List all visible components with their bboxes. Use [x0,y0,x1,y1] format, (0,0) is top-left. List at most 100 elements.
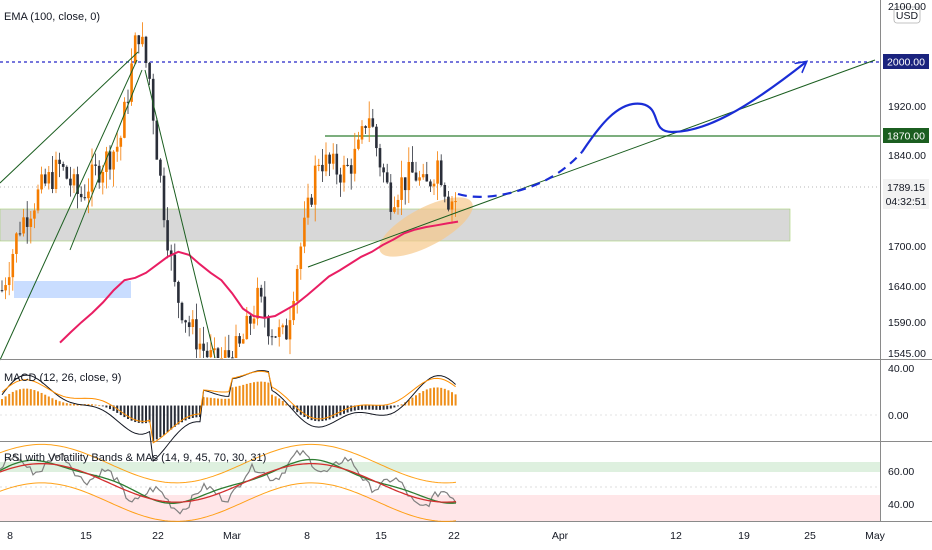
rsi-pane[interactable]: RSI with Volatility Bands & MAs (14, 9, … [0,443,880,522]
macd-bar [278,398,281,406]
candle-body [299,246,303,269]
macd-bar [397,405,399,407]
candle-body [195,319,198,350]
candle-body [382,167,385,173]
price-pane[interactable]: EMA (100, close, 0) [0,11,880,361]
candle-body [238,336,241,344]
candle-body [231,357,234,359]
macd-bar [73,404,75,406]
macd-bar [263,381,266,406]
candle-body [58,159,61,164]
candle-body [346,164,349,166]
candle-body [259,287,263,297]
candle-body [11,253,15,278]
candle-body [375,126,378,149]
candle-body [450,201,454,210]
trendline-left-rising-3 [69,69,143,251]
price-axis[interactable]: USD 2100.00 1920.00 1840.00 1700.00 1640… [883,1,929,511]
macd-histogram [1,381,457,442]
macd-bar [422,391,425,406]
macd-bar [184,405,187,421]
candle-body [414,172,418,181]
candle-body [396,199,400,208]
macd-bar [33,390,36,406]
price-tick: 1920.00 [888,101,926,113]
macd-bar [177,405,180,425]
candle-body [281,325,285,328]
candle-body [166,220,169,251]
macd-bar [440,387,443,406]
candle-body [191,319,195,328]
candle-body [22,217,25,234]
macd-bar [371,405,374,410]
rsi-ma-slow [0,462,457,503]
rsi-upper-band [0,443,457,484]
macd-bar [379,405,381,410]
candle-body [105,151,108,172]
macd-bar [328,405,331,420]
candle-body [303,217,306,247]
candle-body [83,197,87,199]
time-axis[interactable]: 8 15 22 Mar 8 15 22 Apr 12 19 25 May [7,530,886,542]
macd-bar [335,405,338,417]
candle-body [371,118,375,127]
macd-bar [123,405,126,418]
candle-body [155,120,159,160]
macd-bar [29,389,32,406]
macd-bar [224,398,227,406]
candle-body [202,343,205,351]
macd-bar [332,405,335,419]
candle-body [306,197,310,218]
rsi-lower-band [0,482,457,522]
macd-bar [11,391,14,406]
candles [0,22,457,360]
rsi-tick: 60.00 [888,466,914,478]
level-1870-badge [883,128,929,143]
macd-bar [137,405,140,423]
macd-bar [166,405,169,433]
macd-bar [58,401,61,406]
macd-bar [415,395,417,406]
candle-body [205,350,209,358]
candle-body [119,137,123,147]
candle-body [418,177,421,181]
candle-body [277,327,281,337]
macd-bar [65,403,68,406]
currency-badge[interactable] [893,6,921,24]
macd-bar [141,405,144,424]
candle-body [331,153,335,164]
candle-body [173,254,177,282]
candle-body [108,151,112,170]
macd-bar [55,399,57,406]
macd-bar [206,397,209,406]
macd-tick: 0.00 [888,410,909,422]
macd-pane[interactable]: MACD (12, 26, close, 9) [0,369,880,463]
candle-body [411,161,414,173]
candle-body [54,159,58,190]
candle-body [439,160,443,186]
price-tick: 1640.00 [888,281,926,293]
candle-body [159,159,162,176]
macd-bar [321,405,324,422]
candle-body [407,161,411,191]
macd-bar [389,405,392,409]
trendline-falling [144,69,216,359]
macd-bar [155,405,158,440]
candle-body [112,151,115,170]
macd-bar [361,405,363,410]
macd-bar [109,405,111,410]
macd-bar [339,405,342,416]
candle-body [252,318,256,324]
countdown-label: 04:32:51 [886,196,927,208]
candle-body [169,250,173,255]
macd-bar [289,405,291,407]
candle-body [263,296,267,318]
ema-label: EMA (100, close, 0) [4,11,100,23]
macd-bar [119,405,122,416]
candle-body [76,174,79,194]
candle-body [101,171,105,183]
macd-bar [105,405,108,408]
macd-bar [375,405,378,410]
macd-bar [213,398,216,406]
